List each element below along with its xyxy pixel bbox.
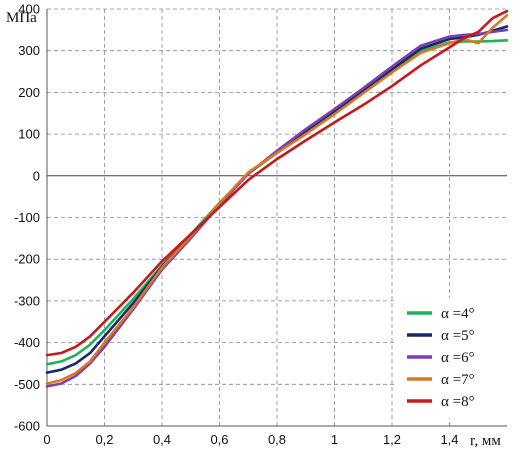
series-line (45, 28, 509, 388)
legend-label: α =8° (441, 394, 475, 410)
x-tick-label: 0 (43, 432, 50, 447)
y-tick-label: 200 (18, 85, 40, 100)
x-tick-label: 0,8 (268, 432, 286, 447)
y-tick-labels: 400 300 200 100 0 -100 -200 -300 -400 -500 -600 (14, 2, 40, 434)
legend-label: α =6° (441, 350, 475, 366)
y-tick-label: -500 (14, 377, 40, 392)
x-tick-label: 0,4 (153, 432, 171, 447)
y-tick-label: 300 (18, 43, 40, 58)
series-line (45, 9, 509, 357)
legend-label: α =7° (441, 372, 475, 388)
y-tick-label: 100 (18, 127, 40, 142)
x-tick-labels: 0 0,2 0,4 0,6 0,8 1 1,2 1,4 (43, 432, 458, 447)
x-tick-label: 0,6 (210, 432, 228, 447)
axis-frame (46, 9, 507, 427)
x-tick-label: 1,2 (383, 432, 401, 447)
legend-label: α =5° (441, 328, 475, 344)
y-tick-label: -200 (14, 252, 40, 267)
x-axis-label: r, мм (470, 433, 501, 449)
x-tick-label: 0,2 (95, 432, 113, 447)
x-tick-label: 1 (331, 432, 338, 447)
series-lines (45, 9, 509, 388)
y-tick-label: -600 (14, 419, 40, 434)
y-tick-label: 0 (33, 168, 40, 183)
y-tick-label: -100 (14, 210, 40, 225)
y-tick-label: -300 (14, 293, 40, 308)
y-tick-label: 400 (18, 2, 40, 17)
legend: α =4° α =5° α =6° α =7° α =8° (407, 306, 475, 410)
legend-label: α =4° (441, 306, 475, 322)
y-axis-label: МПа (6, 10, 37, 26)
y-tick-label: -400 (14, 335, 40, 350)
x-tick-label: 1,4 (440, 432, 458, 447)
